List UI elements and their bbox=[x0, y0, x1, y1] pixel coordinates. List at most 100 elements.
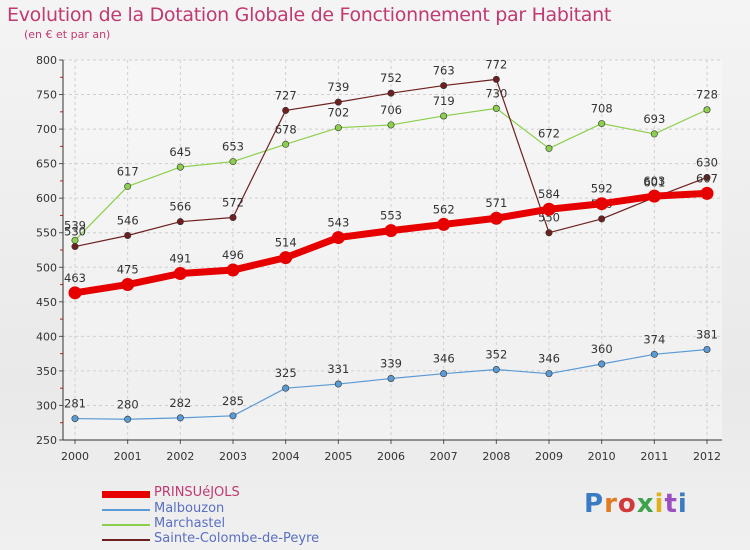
data-label: 514 bbox=[275, 236, 297, 250]
x-tick-label: 2002 bbox=[166, 450, 194, 463]
legend-label: PRINSUéJOLS bbox=[154, 485, 240, 500]
data-label: 374 bbox=[643, 332, 665, 346]
data-label: 727 bbox=[275, 88, 297, 102]
data-label: 281 bbox=[64, 397, 86, 411]
data-label: 553 bbox=[380, 209, 402, 223]
data-label: 730 bbox=[485, 86, 507, 100]
data-point bbox=[121, 278, 135, 292]
x-tick-label: 2000 bbox=[61, 450, 89, 463]
data-label: 672 bbox=[538, 126, 560, 140]
x-tick-label: 2012 bbox=[693, 450, 721, 463]
data-point bbox=[124, 182, 132, 190]
logo-letter: P bbox=[584, 489, 605, 519]
data-point bbox=[492, 75, 500, 83]
data-label: 360 bbox=[591, 342, 613, 356]
y-tick-label: 550 bbox=[36, 227, 57, 240]
data-label: 543 bbox=[327, 216, 349, 230]
data-point bbox=[68, 286, 82, 300]
data-point bbox=[124, 231, 132, 239]
data-point bbox=[176, 163, 184, 171]
x-tick-label: 2011 bbox=[640, 450, 668, 463]
x-tick-label: 2005 bbox=[324, 450, 352, 463]
data-label: 325 bbox=[275, 366, 297, 380]
data-point bbox=[437, 217, 451, 231]
data-label: 728 bbox=[696, 88, 718, 102]
data-label: 539 bbox=[64, 218, 86, 232]
y-tick-label: 800 bbox=[36, 54, 57, 67]
data-point bbox=[492, 104, 500, 112]
data-label: 645 bbox=[169, 145, 191, 159]
plot-area bbox=[63, 60, 722, 440]
x-tick-label: 2010 bbox=[588, 450, 616, 463]
data-point bbox=[387, 121, 395, 129]
data-point bbox=[124, 415, 132, 423]
data-point bbox=[598, 120, 606, 128]
data-point bbox=[387, 375, 395, 383]
y-tick-label: 250 bbox=[36, 434, 57, 447]
data-label: 653 bbox=[222, 140, 244, 154]
data-label: 601 bbox=[643, 175, 665, 189]
data-label: 719 bbox=[433, 94, 455, 108]
x-tick-label: 2003 bbox=[219, 450, 247, 463]
data-point bbox=[700, 186, 714, 200]
data-point bbox=[334, 98, 342, 106]
x-tick-label: 2009 bbox=[535, 450, 563, 463]
y-tick-label: 750 bbox=[36, 89, 57, 102]
logo-letter: t bbox=[664, 489, 678, 519]
data-label: 562 bbox=[433, 202, 455, 216]
data-label: 708 bbox=[591, 102, 613, 116]
data-label: 630 bbox=[696, 155, 718, 169]
x-tick-label: 2006 bbox=[377, 450, 405, 463]
x-tick-label: 2001 bbox=[114, 450, 142, 463]
y-tick-label: 300 bbox=[36, 399, 57, 412]
data-label: 607 bbox=[696, 171, 718, 185]
data-point bbox=[384, 224, 398, 238]
proxiti-logo: Proxiti bbox=[584, 489, 688, 519]
legend-label: Malbouzon bbox=[154, 501, 225, 516]
data-point bbox=[703, 173, 711, 181]
logo-letter: i bbox=[654, 489, 665, 519]
data-point bbox=[71, 415, 79, 423]
data-point bbox=[545, 229, 553, 237]
data-point bbox=[226, 263, 240, 277]
data-label: 331 bbox=[327, 362, 349, 376]
data-label: 584 bbox=[538, 187, 560, 201]
data-point bbox=[229, 158, 237, 166]
data-label: 463 bbox=[64, 271, 86, 285]
data-label: 496 bbox=[222, 248, 244, 262]
data-point bbox=[440, 82, 448, 90]
data-point bbox=[279, 251, 293, 265]
data-point bbox=[440, 112, 448, 120]
data-label: 282 bbox=[169, 396, 191, 410]
x-tick-label: 2004 bbox=[272, 450, 300, 463]
y-tick-label: 350 bbox=[36, 365, 57, 378]
legend-swatch bbox=[102, 524, 150, 526]
x-tick-label: 2007 bbox=[430, 450, 458, 463]
data-point bbox=[598, 360, 606, 368]
data-point bbox=[176, 218, 184, 226]
data-label: 491 bbox=[169, 251, 191, 265]
data-point bbox=[440, 370, 448, 378]
data-label: 352 bbox=[485, 348, 507, 362]
chart-subtitle: (en € et par an) bbox=[24, 28, 111, 41]
data-label: 678 bbox=[275, 122, 297, 136]
data-point bbox=[545, 370, 553, 378]
data-label: 571 bbox=[485, 196, 507, 210]
data-point bbox=[650, 350, 658, 358]
data-point bbox=[331, 231, 345, 245]
data-point bbox=[176, 414, 184, 422]
chart-title: Evolution de la Dotation Globale de Fonc… bbox=[7, 4, 612, 26]
legend-label: Sainte-Colombe-de-Peyre bbox=[154, 531, 320, 546]
data-label: 381 bbox=[696, 327, 718, 341]
data-label: 550 bbox=[538, 211, 560, 225]
logo-letter: x bbox=[636, 489, 655, 519]
data-point bbox=[545, 144, 553, 152]
data-point bbox=[542, 202, 556, 216]
data-point bbox=[703, 106, 711, 114]
legend-swatch bbox=[102, 509, 150, 511]
data-point bbox=[647, 189, 661, 203]
y-tick-label: 400 bbox=[36, 330, 57, 343]
data-point bbox=[334, 380, 342, 388]
